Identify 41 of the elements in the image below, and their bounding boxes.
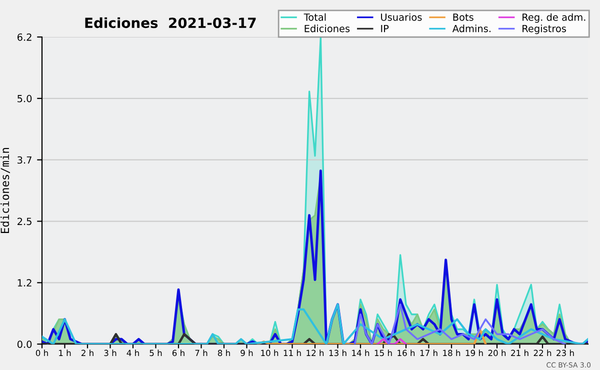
x-tick-label: 9 h [240, 350, 253, 356]
legend-label: Usuarios [381, 13, 422, 21]
x-tick-label: 11 h [284, 350, 301, 356]
x-tick-label: 20 h [488, 350, 506, 356]
x-tick-label: 8 h [218, 350, 230, 356]
x-tick-label: 17 h [420, 350, 438, 356]
y-tick-label: 1.2 [18, 279, 32, 286]
legend-label: Reg. de adm. [522, 13, 586, 23]
x-tick-label: 21 h [511, 350, 528, 356]
chart-title: Ediciones 2021-03-17 [85, 17, 256, 28]
x-tick-label: 2 h [81, 350, 94, 356]
y-tick-label: 5.0 [18, 94, 32, 102]
x-tick-label: 15 h [374, 350, 392, 356]
x-tick-label: 0 h [36, 350, 48, 356]
x-tick-label: 18 h [443, 350, 460, 356]
x-tick-label: 6 h [172, 350, 184, 356]
legend-label: Bots [453, 14, 474, 21]
x-tick-label: 3 h [104, 350, 116, 356]
y-tick-label: 6.2 [17, 33, 32, 41]
y-axis-title: Ediciones/min [0, 148, 10, 233]
y-tick-label: 0.0 [17, 340, 32, 348]
x-tick-label: 14 h [352, 350, 370, 356]
x-tick-label: 23 h [556, 350, 574, 356]
x-tick-label: 4 h [126, 350, 139, 356]
legend-label: Registros [522, 24, 566, 34]
x-tick-label: 10 h [261, 350, 278, 356]
x-tick-label: 1 h [59, 350, 71, 356]
x-tick-label: 7 h [195, 350, 208, 356]
y-tick-label: 2.5 [18, 218, 32, 226]
x-tick-label: 19 h [466, 350, 483, 356]
y-tick-label: 3.7 [18, 156, 32, 164]
x-tick-label: 5 h [150, 350, 162, 356]
legend-label: Admins. [452, 24, 490, 32]
x-tick-label: 22 h [534, 350, 552, 356]
line-series [354, 304, 566, 344]
legend-label: Total [304, 13, 326, 21]
x-tick-label: 12 h [306, 350, 324, 356]
x-tick-label: 16 h [398, 350, 415, 356]
legend-label: IP [381, 24, 389, 32]
legend-label: Ediciones [304, 24, 350, 32]
x-tick-label: 13 h [329, 350, 346, 356]
